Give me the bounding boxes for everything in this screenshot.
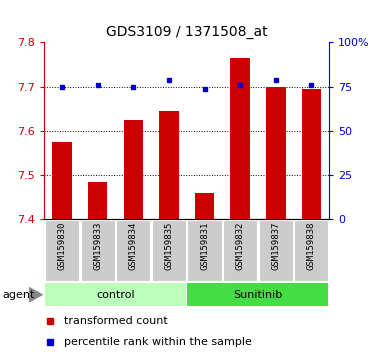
Text: GSM159834: GSM159834 (129, 221, 138, 270)
Text: Sunitinib: Sunitinib (233, 290, 283, 300)
Text: GSM159838: GSM159838 (307, 221, 316, 270)
Text: GSM159835: GSM159835 (164, 221, 173, 270)
Bar (116, 220, 151, 281)
Text: control: control (96, 290, 135, 300)
Bar (223, 220, 257, 281)
Text: GSM159833: GSM159833 (93, 221, 102, 270)
Text: GSM159831: GSM159831 (200, 221, 209, 270)
Text: percentile rank within the sample: percentile rank within the sample (64, 337, 252, 348)
Text: GSM159837: GSM159837 (271, 221, 280, 270)
Text: transformed count: transformed count (64, 316, 168, 326)
Bar (52, 142, 72, 219)
Bar (266, 87, 286, 219)
Bar (159, 111, 179, 219)
Title: GDS3109 / 1371508_at: GDS3109 / 1371508_at (106, 25, 268, 39)
Bar (152, 220, 186, 281)
Bar (230, 58, 250, 219)
Bar (124, 120, 143, 219)
Bar (301, 89, 321, 219)
Bar (45, 220, 79, 281)
Bar (45, 283, 186, 306)
Polygon shape (29, 287, 44, 303)
Text: GSM159832: GSM159832 (236, 221, 244, 270)
Bar (88, 182, 107, 219)
Bar (187, 220, 222, 281)
Bar (259, 220, 293, 281)
Bar (195, 193, 214, 219)
Bar (187, 283, 328, 306)
Text: GSM159830: GSM159830 (58, 221, 67, 270)
Bar (80, 220, 115, 281)
Bar (294, 220, 328, 281)
Text: agent: agent (2, 290, 34, 300)
